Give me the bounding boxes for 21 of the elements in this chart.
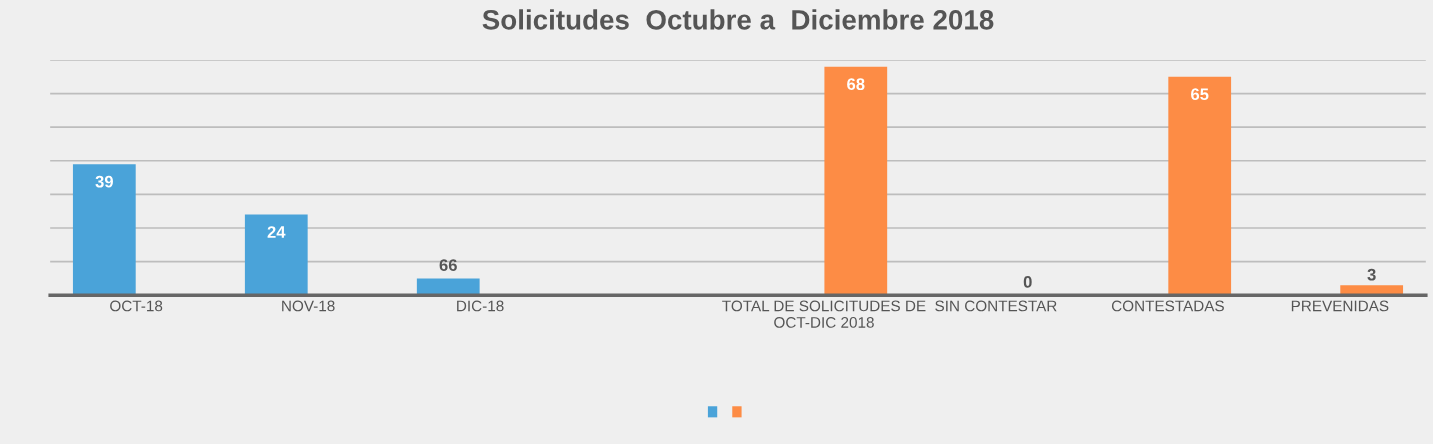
data-label: 3 (1367, 268, 1376, 281)
bar (1340, 285, 1404, 296)
annotation: 0 (1023, 276, 1032, 288)
x-tick-label: CONTESTADAS (1111, 300, 1224, 312)
bar (72, 164, 136, 296)
x-tick-label: DIC-18 (457, 300, 504, 312)
bar (1168, 76, 1232, 296)
bar (824, 66, 888, 296)
x-tick-label: OCT-18 (110, 300, 163, 312)
bar (244, 214, 308, 296)
data-label: 68 (847, 78, 865, 91)
x-tick-label: TOTAL DE SOLICITUDES DE OCT-DIC 2018 (722, 300, 926, 328)
data-label: 24 (267, 226, 286, 238)
chart-title: Solicitudes Octubre a Diciembre 2018 (482, 9, 994, 30)
x-tick-label: SIN CONTESTAR (935, 300, 1057, 312)
data-label: 65 (1191, 88, 1209, 101)
x-tick-label: NOV-18 (282, 300, 335, 312)
data-label: 39 (95, 175, 113, 188)
x-tick-label: PREVENIDAS (1291, 300, 1389, 312)
bar (416, 278, 480, 296)
annotation: 66 (439, 259, 457, 271)
